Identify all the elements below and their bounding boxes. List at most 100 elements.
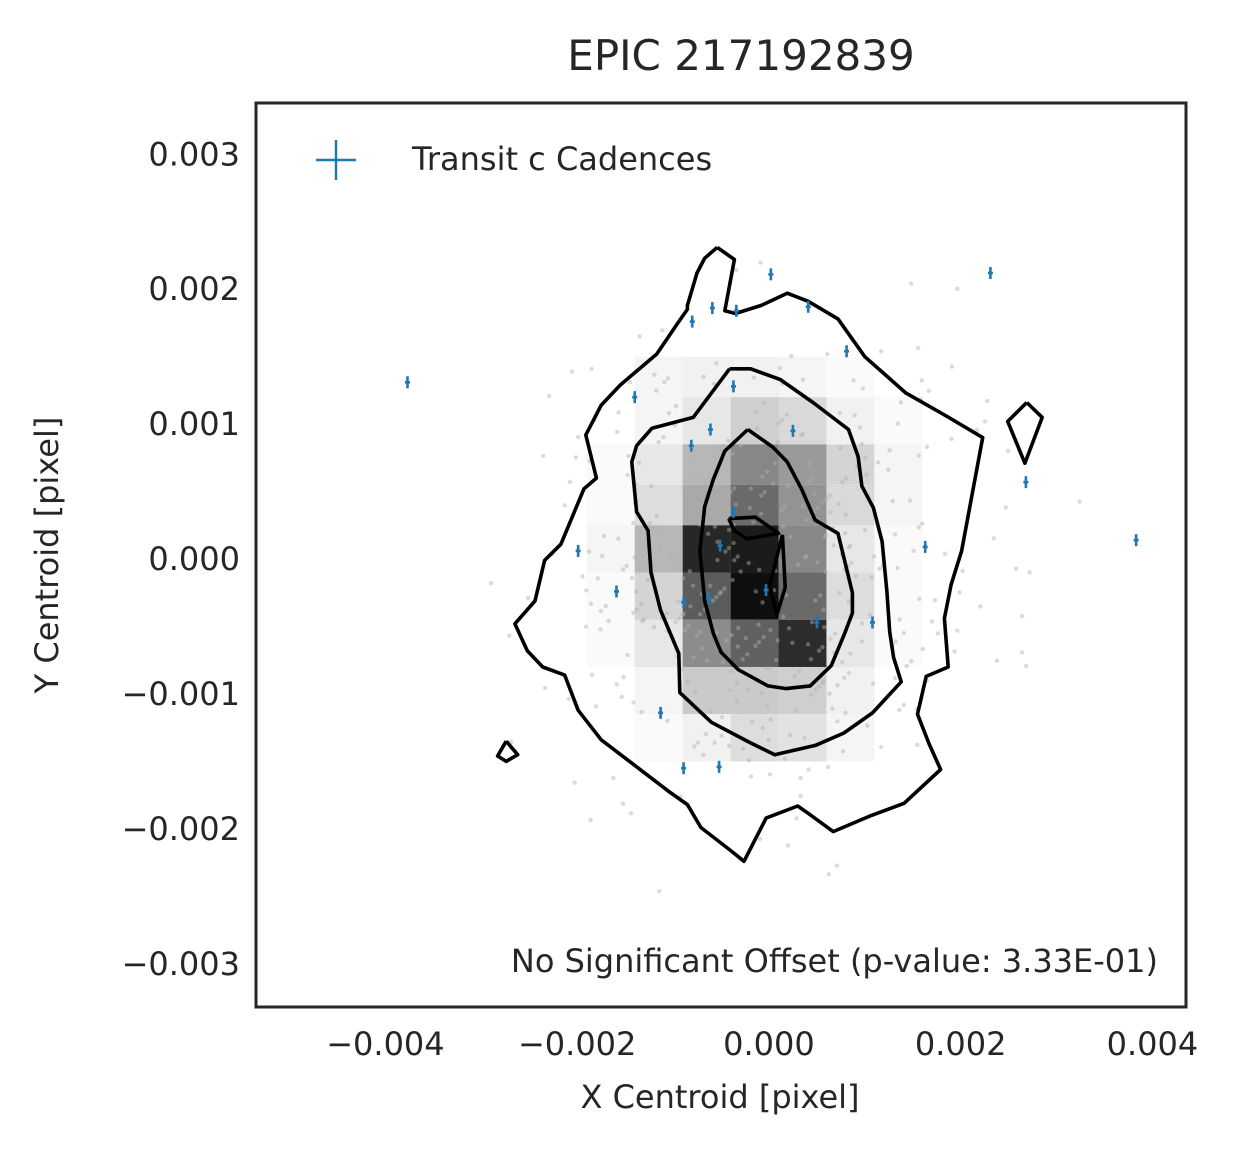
- legend: Transit c Cadences: [316, 140, 712, 180]
- background-point: [766, 737, 771, 743]
- background-point: [775, 638, 780, 643]
- background-point: [626, 453, 631, 459]
- background-point: [572, 780, 577, 785]
- background-point: [701, 752, 706, 758]
- background-point: [957, 590, 962, 595]
- background-point: [746, 560, 751, 566]
- background-point: [759, 493, 764, 498]
- background-point: [1027, 570, 1032, 575]
- background-point: [917, 596, 922, 601]
- background-point: [822, 624, 827, 630]
- background-point: [687, 569, 692, 574]
- background-point: [807, 478, 812, 484]
- background-point: [627, 380, 633, 385]
- heatmap-cell: [778, 356, 827, 398]
- transit-point: [632, 391, 638, 404]
- background-point: [598, 627, 603, 632]
- background-point: [799, 433, 804, 438]
- background-point: [852, 413, 857, 418]
- background-point: [701, 374, 706, 380]
- background-point: [673, 403, 679, 409]
- background-point: [846, 670, 852, 676]
- heatmap-cell: [778, 525, 827, 573]
- background-point: [639, 602, 644, 607]
- x-axis-label: X Centroid [pixel]: [580, 1078, 859, 1116]
- background-point: [707, 583, 713, 588]
- background-point: [840, 659, 845, 665]
- transit-point: [1133, 534, 1139, 547]
- background-point: [724, 637, 729, 643]
- background-point: [788, 534, 793, 540]
- transit-point: [706, 592, 712, 605]
- background-point: [909, 658, 914, 664]
- background-point: [628, 811, 634, 816]
- background-point: [733, 502, 739, 507]
- background-point: [580, 574, 585, 579]
- background-point: [637, 333, 642, 339]
- legend-label: Transit c Cadences: [411, 140, 712, 178]
- background-point: [704, 658, 710, 664]
- background-point: [753, 643, 758, 648]
- background-point: [879, 348, 884, 354]
- background-point: [706, 531, 711, 536]
- background-point: [624, 563, 629, 569]
- heatmap-cell: [634, 356, 683, 398]
- background-point: [680, 576, 686, 581]
- background-point: [717, 591, 722, 596]
- background-point: [734, 680, 740, 686]
- background-point: [784, 593, 789, 598]
- background-point: [601, 533, 607, 539]
- background-point: [703, 731, 709, 737]
- background-point: [846, 599, 851, 604]
- background-point: [887, 448, 892, 453]
- background-point: [865, 723, 870, 728]
- heatmap-cell: [874, 397, 923, 445]
- background-point: [782, 504, 788, 509]
- heatmap-cell: [874, 444, 923, 485]
- background-point: [747, 505, 753, 510]
- background-point: [781, 524, 786, 529]
- background-point: [804, 517, 809, 523]
- background-point: [699, 646, 704, 651]
- heatmap-cell: [826, 356, 875, 398]
- contour-line: [768, 534, 787, 618]
- background-point: [794, 708, 799, 713]
- background-point: [645, 577, 650, 582]
- background-point: [822, 534, 827, 539]
- y-tick-label: 0.001: [148, 405, 240, 443]
- transit-point: [869, 616, 875, 629]
- transit-cadence-markers: [404, 267, 1139, 775]
- background-point: [1020, 613, 1025, 619]
- background-point: [746, 686, 751, 692]
- background-point: [616, 536, 621, 541]
- background-point: [847, 543, 853, 549]
- background-point: [661, 434, 666, 440]
- transit-point: [689, 315, 695, 328]
- background-point: [901, 630, 907, 636]
- background-point: [525, 595, 531, 601]
- background-point: [566, 696, 571, 702]
- background-point: [721, 443, 726, 448]
- heatmap-cell: [826, 666, 875, 715]
- background-point: [851, 378, 856, 383]
- background-point: [843, 710, 848, 715]
- background-point: [654, 514, 659, 519]
- background-point: [916, 453, 921, 458]
- background-point: [736, 625, 741, 631]
- background-point: [542, 685, 548, 691]
- y-tick-label: −0.003: [122, 945, 240, 983]
- background-point: [863, 455, 868, 461]
- background-point: [790, 640, 795, 646]
- background-point: [879, 744, 884, 750]
- background-point: [932, 598, 938, 603]
- background-point: [749, 719, 755, 724]
- transit-point: [730, 505, 736, 518]
- background-point: [631, 610, 636, 616]
- heatmap-cell: [778, 397, 827, 445]
- background-point: [616, 410, 621, 415]
- heatmap-cell: [682, 619, 731, 667]
- background-point: [825, 351, 830, 357]
- background-point: [731, 540, 736, 546]
- background-point: [827, 493, 832, 498]
- contour-line: [630, 367, 903, 757]
